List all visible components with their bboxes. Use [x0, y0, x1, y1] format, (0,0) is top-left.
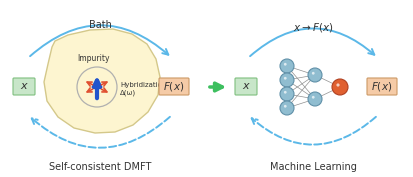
Circle shape	[283, 77, 286, 80]
Circle shape	[283, 105, 286, 108]
Text: Bath: Bath	[88, 20, 111, 30]
Circle shape	[331, 79, 347, 95]
Text: Δ(ω): Δ(ω)	[120, 90, 136, 96]
Circle shape	[283, 63, 286, 66]
Circle shape	[279, 59, 293, 73]
FancyArrowPatch shape	[251, 117, 375, 145]
Text: $x$: $x$	[241, 81, 250, 92]
FancyBboxPatch shape	[13, 78, 35, 95]
FancyBboxPatch shape	[159, 78, 189, 95]
Text: $x \rightarrow F(x)$: $x \rightarrow F(x)$	[292, 21, 332, 33]
Text: $F(x)$: $F(x)$	[163, 80, 184, 93]
Circle shape	[279, 101, 293, 115]
Circle shape	[279, 87, 293, 101]
Text: Machine Learning: Machine Learning	[269, 162, 356, 172]
Circle shape	[307, 68, 321, 82]
Circle shape	[336, 83, 339, 87]
Circle shape	[311, 72, 314, 75]
Circle shape	[283, 91, 286, 94]
Text: $F(x)$: $F(x)$	[370, 80, 392, 93]
Circle shape	[279, 73, 293, 87]
Text: Hybridization: Hybridization	[120, 82, 166, 88]
Text: Impurity: Impurity	[78, 55, 110, 64]
FancyBboxPatch shape	[366, 78, 396, 95]
FancyArrowPatch shape	[32, 117, 169, 148]
Circle shape	[307, 92, 321, 106]
Polygon shape	[44, 29, 159, 133]
Text: $x$: $x$	[19, 81, 28, 92]
Circle shape	[311, 96, 314, 99]
Text: Self-consistent DMFT: Self-consistent DMFT	[49, 162, 151, 172]
FancyBboxPatch shape	[235, 78, 256, 95]
